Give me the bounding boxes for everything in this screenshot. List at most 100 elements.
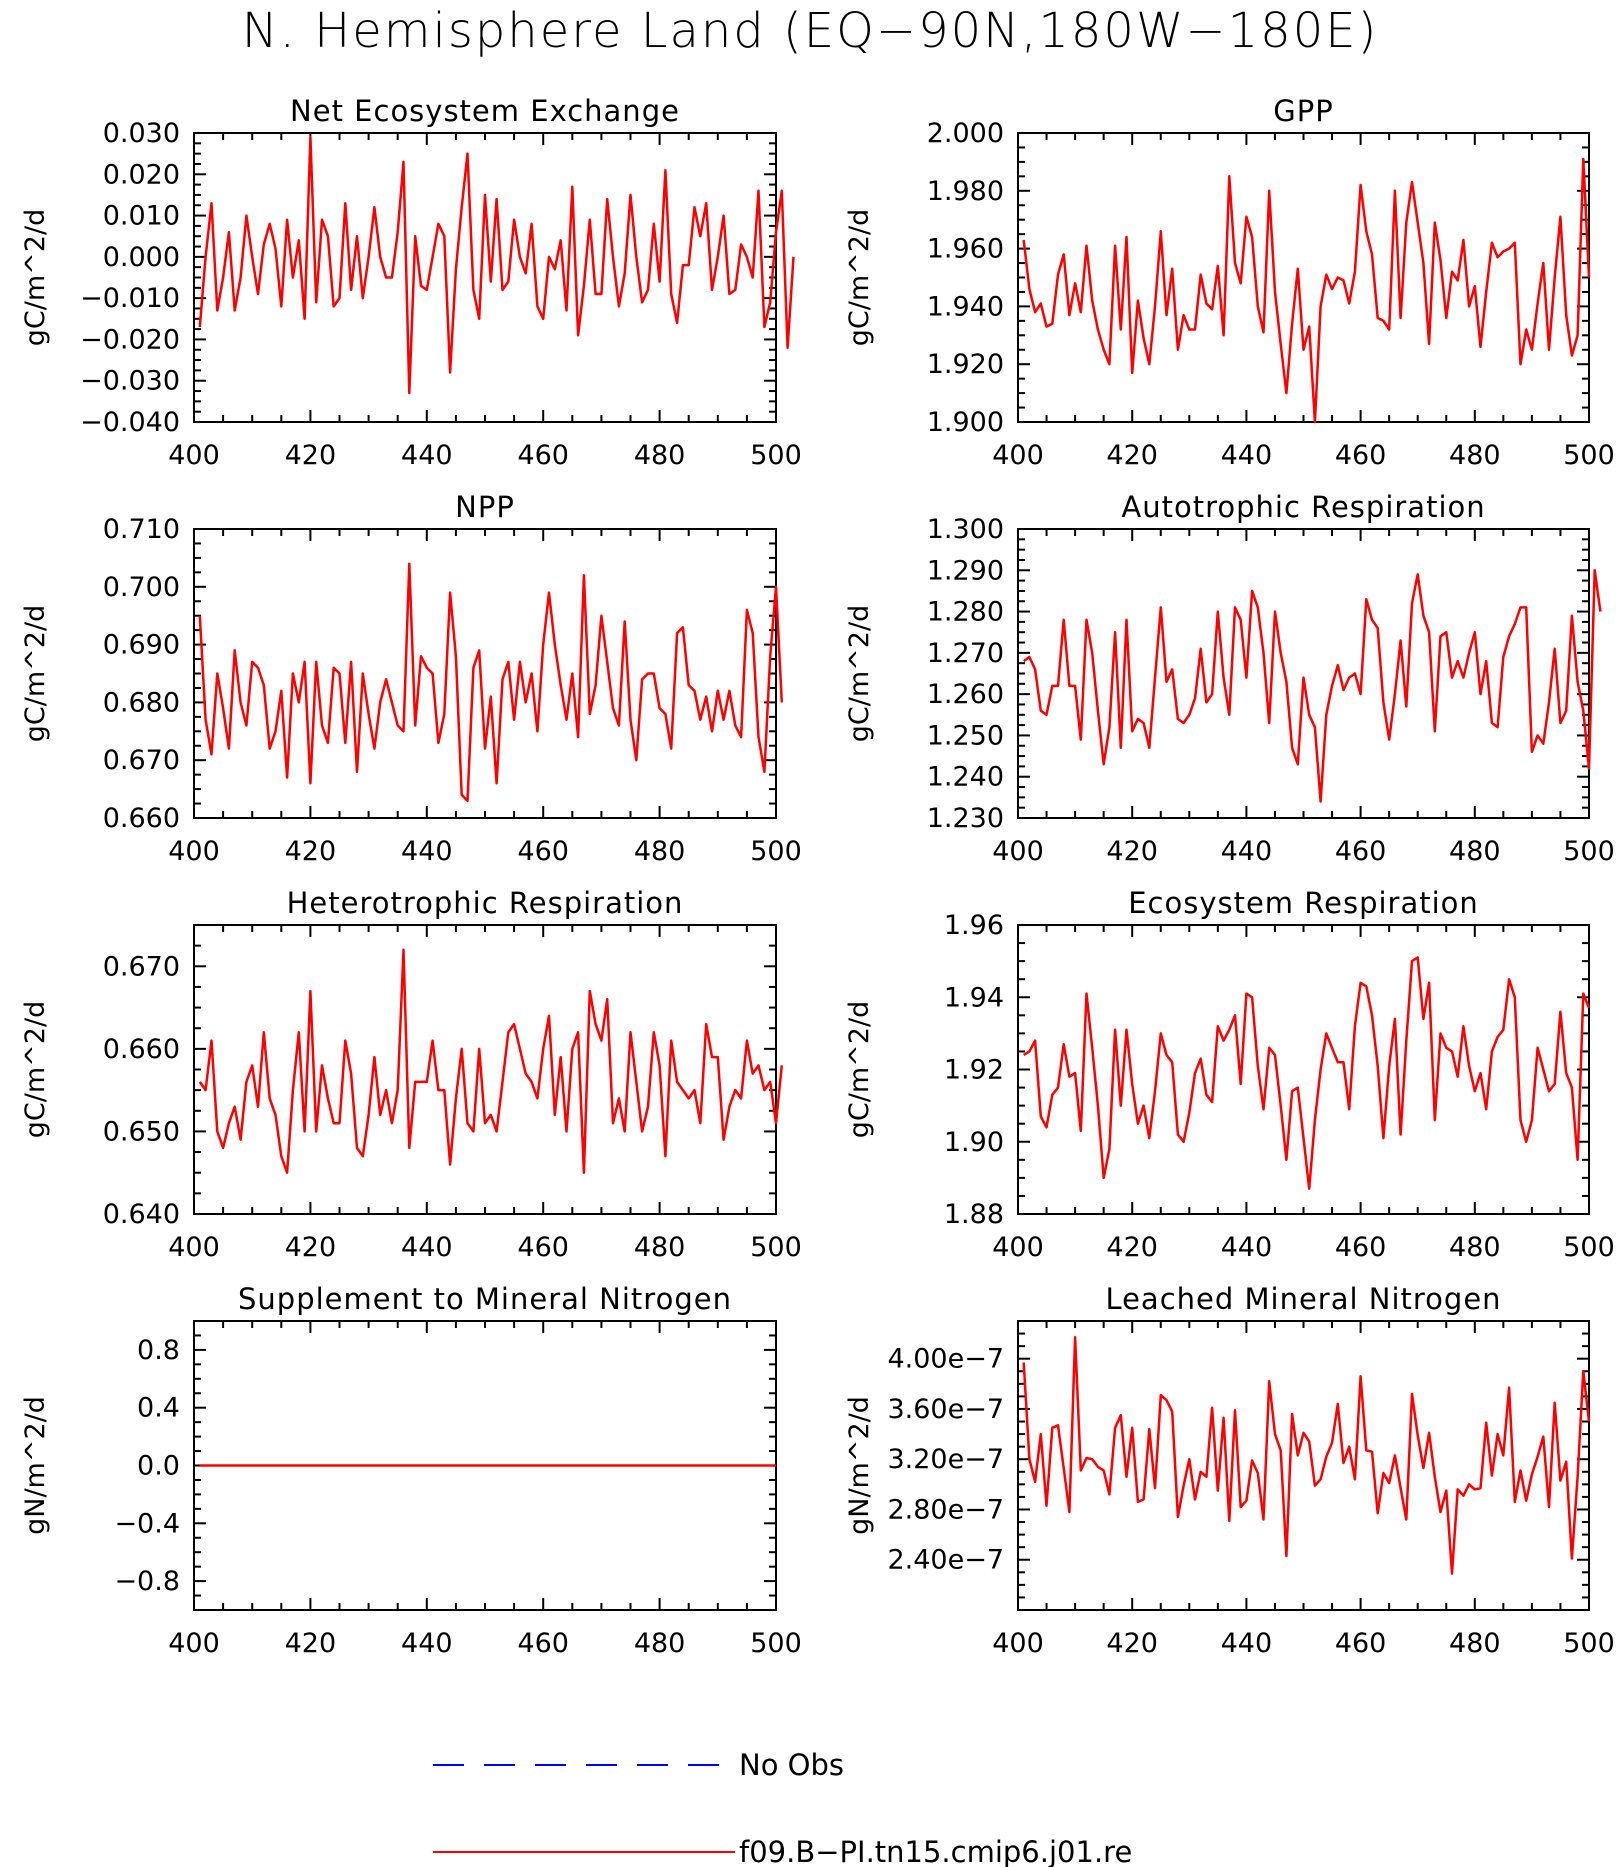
x-tick-label: 460 xyxy=(517,1232,569,1263)
y-tick-label: 0.010 xyxy=(103,201,180,232)
panel-8: Leached Mineral Nitrogen gN/m^2/d 400 420 44… xyxy=(844,1282,1615,1659)
panel-7: Supplement to Mineral Nitrogen gN/m^2/d 40… xyxy=(20,1282,802,1659)
x-tick-label: 420 xyxy=(1106,836,1158,867)
y-tick-label: 1.90 xyxy=(944,1127,1004,1158)
x-tick-label: 460 xyxy=(517,1628,569,1659)
y-axis-label: gC/m^2/d xyxy=(20,605,51,742)
panels: Net Ecosystem Exchange gC/m^2/d 400 420 440 4… xyxy=(20,94,1615,1659)
panel-title: Net Ecosystem Exchange xyxy=(290,94,680,128)
x-tick-label: 420 xyxy=(285,1232,337,1263)
y-tick-label: 1.290 xyxy=(927,555,1004,586)
y-tick-label: 1.980 xyxy=(927,176,1004,207)
panel-title: GPP xyxy=(1273,94,1333,128)
y-tick-label: 1.300 xyxy=(927,514,1004,545)
series-line xyxy=(1022,569,1602,803)
y-tick-label: 1.94 xyxy=(944,982,1004,1013)
x-tick-label: 440 xyxy=(401,1628,453,1659)
series-line xyxy=(198,135,795,395)
y-tick-label: 0.640 xyxy=(103,1199,180,1230)
series-line xyxy=(1023,956,1591,1190)
panel-3: NPP gC/m^2/d 400 420 440 460 480 500 0.710 0.700 0… xyxy=(20,490,802,867)
x-tick-label: 440 xyxy=(1221,1628,1273,1659)
x-tick-label: 500 xyxy=(750,440,802,471)
series-line xyxy=(1022,1336,1591,1575)
y-tick-label: −0.8 xyxy=(114,1566,180,1597)
panel-1: Net Ecosystem Exchange gC/m^2/d 400 420 440 4… xyxy=(20,94,802,471)
x-tick-label: 400 xyxy=(992,1628,1044,1659)
y-tick-label: 1.240 xyxy=(927,762,1004,793)
x-tick-label: 400 xyxy=(168,1628,220,1659)
y-tick-label: −0.030 xyxy=(80,366,180,397)
y-tick-label: 0.670 xyxy=(103,745,180,776)
x-tick-label: 420 xyxy=(1106,1628,1158,1659)
plot-frame xyxy=(193,132,777,423)
x-tick-label: 440 xyxy=(1221,836,1273,867)
y-tick-label: −0.020 xyxy=(80,324,180,355)
panel-title: Supplement to Mineral Nitrogen xyxy=(238,1282,732,1316)
y-tick-label: 0.700 xyxy=(103,572,180,603)
y-tick-label: 1.88 xyxy=(944,1199,1004,1230)
x-tick-label: 460 xyxy=(1335,440,1387,471)
series-line xyxy=(198,948,784,1174)
x-tick-label: 500 xyxy=(1563,1232,1615,1263)
panel-title: Autotrophic Respiration xyxy=(1121,490,1485,524)
x-tick-label: 440 xyxy=(401,440,453,471)
y-tick-label: 1.96 xyxy=(944,910,1004,941)
x-tick-label: 460 xyxy=(1335,1628,1387,1659)
y-axis-label: gC/m^2/d xyxy=(844,1001,875,1138)
legend: No Obs f09.B−PI.tn15.cmip6.j01.re xyxy=(433,1748,1132,1867)
x-tick-label: 440 xyxy=(1221,440,1273,471)
y-tick-label: −0.040 xyxy=(80,407,180,438)
y-tick-label: 1.92 xyxy=(944,1055,1004,1086)
y-tick-label: 1.230 xyxy=(927,803,1004,834)
plot-frame xyxy=(1017,1320,1590,1611)
x-tick-label: 480 xyxy=(634,1232,686,1263)
y-tick-label: 3.60e−7 xyxy=(887,1394,1004,1425)
y-tick-label: 0.4 xyxy=(137,1393,180,1424)
panel-title: Heterotrophic Respiration xyxy=(287,886,684,920)
x-tick-label: 400 xyxy=(168,836,220,867)
plot-frame xyxy=(1017,132,1590,423)
x-tick-label: 420 xyxy=(285,440,337,471)
y-tick-label: 1.940 xyxy=(927,291,1004,322)
y-tick-label: 2.80e−7 xyxy=(887,1494,1004,1525)
x-tick-label: 500 xyxy=(750,1628,802,1659)
plot-frame xyxy=(193,924,777,1215)
x-tick-label: 400 xyxy=(168,440,220,471)
x-tick-label: 480 xyxy=(1449,440,1501,471)
x-tick-label: 420 xyxy=(285,1628,337,1659)
x-tick-label: 400 xyxy=(992,836,1044,867)
x-tick-label: 500 xyxy=(1563,440,1615,471)
panel-6: Ecosystem Respiration gC/m^2/d 400 420 440 46… xyxy=(844,886,1615,1263)
panel-5: Heterotrophic Respiration gC/m^2/d 400 420 4… xyxy=(20,886,802,1263)
y-axis-label: gN/m^2/d xyxy=(20,1396,51,1535)
x-tick-label: 460 xyxy=(1335,836,1387,867)
y-tick-label: 0.710 xyxy=(103,514,180,545)
x-tick-label: 440 xyxy=(1221,1232,1273,1263)
series-line xyxy=(198,562,784,802)
plot-frame xyxy=(1017,528,1590,819)
y-tick-label: 0.8 xyxy=(137,1335,180,1366)
y-axis-label: gC/m^2/d xyxy=(20,209,51,346)
y-tick-label: −0.4 xyxy=(114,1508,180,1539)
x-tick-label: 480 xyxy=(1449,1628,1501,1659)
x-tick-label: 480 xyxy=(634,440,686,471)
y-axis-label: gC/m^2/d xyxy=(20,1001,51,1138)
figure-title: N. Hemisphere Land (EQ−90N,180W−180E) xyxy=(242,3,1379,59)
y-tick-label: 0.000 xyxy=(103,242,180,273)
x-tick-label: 460 xyxy=(1335,1232,1387,1263)
y-tick-label: 1.250 xyxy=(927,720,1004,751)
panel-title: Ecosystem Respiration xyxy=(1128,886,1479,920)
panel-title: Leached Mineral Nitrogen xyxy=(1105,1282,1501,1316)
y-axis-label: gC/m^2/d xyxy=(844,605,875,742)
x-tick-label: 500 xyxy=(750,836,802,867)
x-tick-label: 420 xyxy=(285,836,337,867)
y-tick-label: 4.00e−7 xyxy=(887,1344,1004,1375)
x-tick-label: 400 xyxy=(992,1232,1044,1263)
x-tick-label: 480 xyxy=(634,1628,686,1659)
y-tick-label: 0.030 xyxy=(103,118,180,149)
x-tick-label: 500 xyxy=(1563,1628,1615,1659)
x-tick-label: 460 xyxy=(517,836,569,867)
legend-label-model: f09.B−PI.tn15.cmip6.j01.re xyxy=(739,1835,1132,1867)
y-axis-label: gC/m^2/d xyxy=(844,209,875,346)
